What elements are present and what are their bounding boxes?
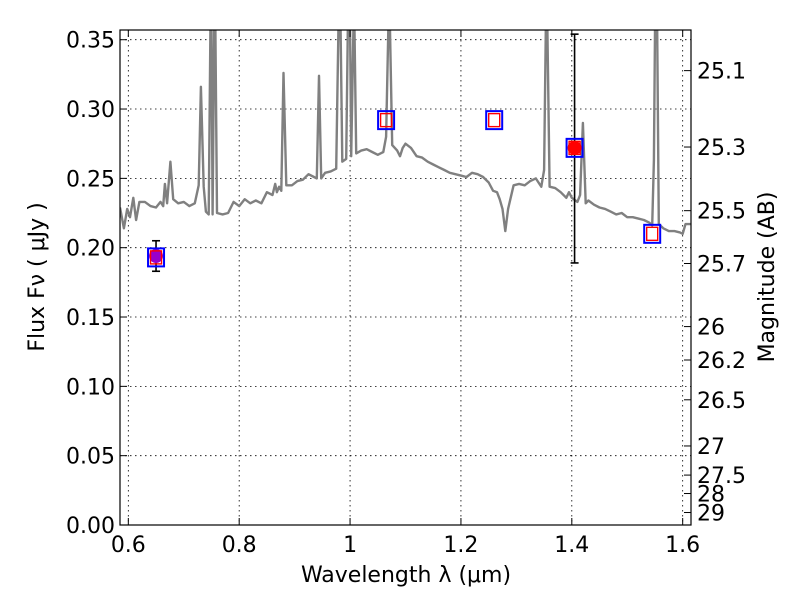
model-point [643,223,662,244]
model-point-inner-square [379,112,393,128]
model-point-outer-square [643,223,662,244]
y-tick-label: 0.30 [66,98,115,123]
x-axis-title: Wavelength λ (μm) [301,563,511,588]
y2-axis-title: Magnitude (AB) [755,192,780,363]
x-tick-label: 0.6 [111,533,146,558]
model-point-outer-square [147,247,166,268]
observed-points [149,140,582,264]
model-point-inner-square [645,226,659,242]
model-point-outer-square [565,137,584,158]
y2-tick-label: 27.5 [697,464,746,489]
model-point [377,110,396,131]
y2-tick-label: 25.3 [697,136,746,161]
y-tick-label: 0.25 [66,167,115,192]
y2-tick-label: 25.1 [697,60,746,85]
observed-point [567,140,582,155]
y2-tick-label: 25.7 [697,252,746,277]
model-point-outer-square [485,110,504,131]
y2-tick-label: 29 [697,502,725,527]
x-tick-label: 1 [343,533,357,558]
spectrum-line [120,30,691,235]
y-tick-label: 0.05 [66,445,115,470]
y-tick-label: 0.15 [66,306,115,331]
model-point-outer-square [377,110,396,131]
model-spectrum [120,30,691,235]
y-tick-label: 0.10 [66,375,115,400]
x-tick-label: 1.6 [665,533,700,558]
y2-tick-label: 25.5 [697,200,746,225]
x-tick-label: 1.4 [554,533,589,558]
model-point-inner-square [149,250,163,265]
y-axis-ticks: 0.00 0.05 0.10 0.15 0.20 0.25 0.30 0.35 [66,29,127,539]
y2-tick-label: 26 [697,316,725,341]
model-point-inner-square [487,112,501,128]
y-axis-title: Flux Fν ( μJy ) [25,202,50,351]
y2-tick-label: 26.5 [697,389,746,414]
x-tick-label: 1.2 [443,533,478,558]
y2-tick-label: 27 [697,435,725,460]
model-point [565,137,584,158]
observed-point [149,249,164,264]
plot-frame [119,29,692,526]
y-tick-label: 0.35 [66,29,115,54]
y-tick-label: 0.20 [66,237,115,262]
y2-tick-label: 26.2 [697,349,746,374]
x-axis-ticks: 0.6 0.8 1 1.2 1.4 1.6 [111,30,700,558]
model-point-inner-square [568,140,581,156]
x-tick-label: 0.8 [222,533,257,558]
y-tick-label: 0.00 [66,514,115,539]
model-point [485,110,504,131]
model-point [147,247,166,268]
y2-tick-label: 28 [697,483,725,508]
model-photometry-points [147,110,662,268]
